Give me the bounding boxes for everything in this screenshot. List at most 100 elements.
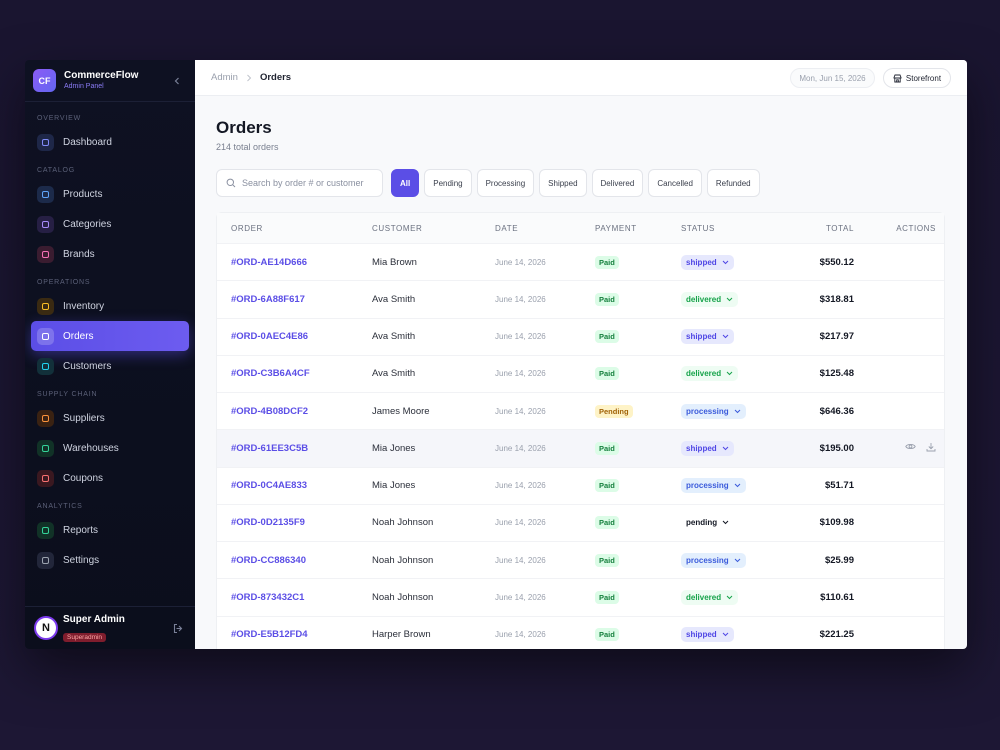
order-link[interactable]: #ORD-0D2135F9 <box>231 517 305 529</box>
status-dropdown[interactable]: shipped <box>681 627 734 643</box>
cell: $109.98 <box>788 517 868 528</box>
order-link[interactable]: #ORD-0C4AE833 <box>231 480 308 492</box>
nav-section-title: SUPPLY CHAIN <box>37 391 98 398</box>
order-link[interactable]: #ORD-CC886340 <box>231 554 306 566</box>
nav-section: OVERVIEW Dashboard <box>25 112 195 157</box>
breadcrumb-link[interactable]: Admin <box>211 72 238 83</box>
filter-button[interactable]: Pending <box>424 169 472 197</box>
download-button[interactable] <box>926 442 936 455</box>
order-link[interactable]: #ORD-873432C1 <box>231 591 305 603</box>
content: Orders 214 total orders Search by order … <box>195 96 967 649</box>
dropdown-chevron <box>726 372 733 376</box>
nav-item[interactable]: Customers <box>31 351 189 381</box>
actions-cell <box>868 256 946 269</box>
status-dropdown[interactable]: shipped <box>681 254 734 270</box>
nav-item[interactable]: Reports <box>31 515 189 545</box>
status-label: shipped <box>686 257 717 267</box>
total-amount: $646.36 <box>819 405 854 417</box>
table-row: #ORD-0D2135F9 Noah Johnson June 14, 2026 Pa… <box>217 503 944 541</box>
status-dropdown[interactable]: processing <box>681 403 746 419</box>
app-window: CF CommerceFlow Admin Panel OVERVIEW Dash… <box>25 60 967 649</box>
nav-section: ANALYTICS Reports Settings <box>25 500 195 575</box>
filter-button[interactable]: Processing <box>476 169 535 197</box>
user-role: Superadmin <box>63 632 107 642</box>
filter-button[interactable]: Refunded <box>706 169 760 197</box>
filter-button[interactable]: Cancelled <box>648 169 702 197</box>
nav-item[interactable]: Suppliers <box>31 403 189 433</box>
topbar: Admin Orders Mon, Jun 15, 2026 Storefron… <box>195 60 967 96</box>
nav-icon <box>37 439 54 457</box>
storefront-button[interactable]: Storefront <box>883 68 951 88</box>
user-info: Super Admin Superadmin <box>63 613 125 644</box>
icon-glyph <box>42 444 49 452</box>
customer-cell: Ava Smith <box>372 293 416 305</box>
table-row: #ORD-AE14D666 Mia Brown June 14, 2026 Paid s… <box>217 243 944 280</box>
status-dropdown[interactable]: shipped <box>681 329 734 345</box>
status-label: shipped <box>686 630 717 640</box>
nav-icon <box>37 469 54 487</box>
nav-icon <box>37 215 54 233</box>
filter-button[interactable]: Shipped <box>539 169 587 197</box>
status-dropdown[interactable]: processing <box>681 478 746 494</box>
order-link[interactable]: #ORD-4B08DCF2 <box>231 405 309 417</box>
search-input[interactable]: Search by order # or customer <box>216 169 383 197</box>
nav-item[interactable]: Warehouses <box>31 433 189 463</box>
cell: Paid <box>581 367 667 381</box>
column-header: CUSTOMER <box>372 223 423 233</box>
collapse-button[interactable] <box>173 76 181 86</box>
order-link[interactable]: #ORD-6A88F617 <box>231 293 305 305</box>
cell: #ORD-4B08DCF2 <box>217 406 358 417</box>
nav-item[interactable]: Dashboard <box>31 127 189 157</box>
nav-label: Brands <box>63 248 95 260</box>
nav-item[interactable]: Categories <box>31 209 189 239</box>
status-dropdown[interactable]: pending <box>681 515 734 530</box>
cell: pending <box>667 515 788 530</box>
nav-item[interactable]: Inventory <box>31 291 189 321</box>
view-button[interactable] <box>905 442 916 455</box>
order-link[interactable]: #ORD-61EE3C5B <box>231 442 309 454</box>
cell: delivered <box>667 589 788 605</box>
nav-item[interactable]: Orders <box>31 321 189 351</box>
nav-icon <box>37 245 54 263</box>
status-dropdown[interactable]: delivered <box>681 589 739 605</box>
order-link[interactable]: #ORD-C3B6A4CF <box>231 368 310 380</box>
column-header: STATUS <box>681 223 715 233</box>
nav-label: Customers <box>63 360 112 372</box>
order-link[interactable]: #ORD-0AEC4E86 <box>231 331 309 343</box>
table-row: #ORD-CC886340 Noah Johnson June 14, 2026 Pa… <box>217 541 944 578</box>
actions-cell <box>868 293 946 306</box>
nav-item[interactable]: Brands <box>31 239 189 269</box>
cell: June 14, 2026 <box>481 406 581 417</box>
table-row: #ORD-4B08DCF2 James Moore June 14, 2026 Pen… <box>217 392 944 429</box>
nav-item[interactable]: Settings <box>31 545 189 575</box>
date-text: June 14, 2026 <box>495 332 546 342</box>
logout-button[interactable] <box>173 623 184 634</box>
status-label: processing <box>686 406 729 416</box>
order-link[interactable]: #ORD-E5B12FD4 <box>231 629 308 641</box>
payment-badge: Paid <box>595 441 619 455</box>
payment-badge: Paid <box>595 330 619 344</box>
status-dropdown[interactable]: processing <box>681 552 746 568</box>
order-link[interactable]: #ORD-AE14D666 <box>231 256 308 268</box>
status-dropdown[interactable]: shipped <box>681 440 734 456</box>
nav-item[interactable]: Products <box>31 179 189 209</box>
search-placeholder: Search by order # or customer <box>242 178 364 188</box>
status-dropdown[interactable]: delivered <box>681 291 739 307</box>
customer-cell: Mia Brown <box>372 256 417 268</box>
filter-button[interactable]: All <box>391 169 420 197</box>
nav-section-title: OVERVIEW <box>37 115 82 122</box>
cell: #ORD-0AEC4E86 <box>217 331 358 342</box>
nav-item[interactable]: Coupons <box>31 463 189 493</box>
total-amount: $51.71 <box>824 480 854 492</box>
status-dropdown[interactable]: delivered <box>681 366 739 382</box>
actions-cell <box>868 405 946 418</box>
user-panel: N Super Admin Superadmin <box>25 606 195 649</box>
cell: Paid <box>581 516 667 530</box>
filter-bar: Search by order # or customer All Pending… <box>216 169 946 197</box>
filter-button[interactable]: Delivered <box>591 169 644 197</box>
cell: #ORD-0C4AE833 <box>217 480 358 491</box>
cell: $550.12 <box>788 257 868 268</box>
nav-section: OPERATIONS Inventory Orders Customers <box>25 276 195 381</box>
actions-cell <box>868 330 946 343</box>
actions-cell <box>868 628 946 641</box>
